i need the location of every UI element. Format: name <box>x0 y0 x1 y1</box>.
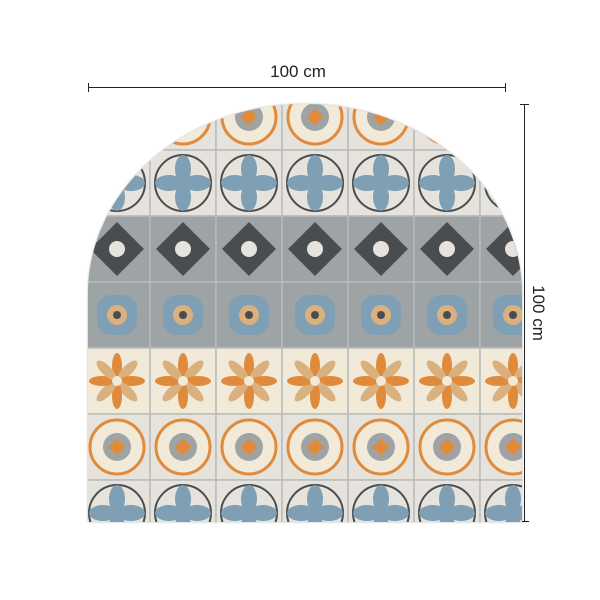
tile <box>215 479 283 522</box>
tile <box>215 149 283 217</box>
tile <box>281 104 349 151</box>
tile <box>347 104 415 151</box>
tile <box>281 347 349 415</box>
tile <box>149 479 217 522</box>
tile <box>479 413 522 481</box>
tile <box>88 347 151 415</box>
tile <box>281 149 349 217</box>
tile <box>88 413 151 481</box>
tile <box>149 104 217 151</box>
tile <box>347 281 415 349</box>
tile <box>281 281 349 349</box>
tile <box>479 149 522 217</box>
tile <box>88 215 151 283</box>
height-label: 100 cm <box>529 285 548 341</box>
tile <box>215 104 283 151</box>
tile <box>215 215 283 283</box>
tile <box>215 281 283 349</box>
tile <box>281 215 349 283</box>
tile <box>413 347 481 415</box>
tile <box>149 347 217 415</box>
tile <box>215 347 283 415</box>
tile <box>413 281 481 349</box>
tile <box>149 149 217 217</box>
tile <box>281 479 349 522</box>
tile <box>347 215 415 283</box>
tile <box>413 413 481 481</box>
tile <box>149 215 217 283</box>
width-label: 100 cm <box>270 62 326 81</box>
tile <box>479 479 522 522</box>
tile <box>479 281 522 349</box>
tile <box>413 479 481 522</box>
tile <box>347 413 415 481</box>
tile <box>281 413 349 481</box>
tile <box>479 215 522 283</box>
tile <box>347 479 415 522</box>
tile <box>413 149 481 217</box>
tile <box>479 347 522 415</box>
tile <box>347 347 415 415</box>
height-dimension-line <box>520 104 529 522</box>
width-dimension-line <box>88 83 506 92</box>
tile <box>413 104 481 151</box>
tile <box>215 413 283 481</box>
tile <box>347 149 415 217</box>
tile <box>88 479 151 522</box>
tile <box>413 215 481 283</box>
tile <box>88 281 151 349</box>
tile-pattern-arch-panel <box>88 104 522 522</box>
tile <box>88 149 151 217</box>
tile <box>88 104 151 151</box>
tile <box>149 413 217 481</box>
tile <box>479 104 522 151</box>
tile <box>149 281 217 349</box>
tile-pattern <box>88 104 522 522</box>
